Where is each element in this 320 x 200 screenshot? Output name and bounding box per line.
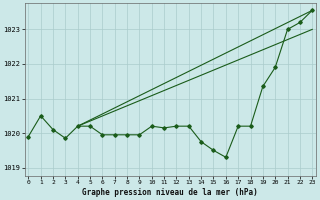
X-axis label: Graphe pression niveau de la mer (hPa): Graphe pression niveau de la mer (hPa): [83, 188, 258, 197]
